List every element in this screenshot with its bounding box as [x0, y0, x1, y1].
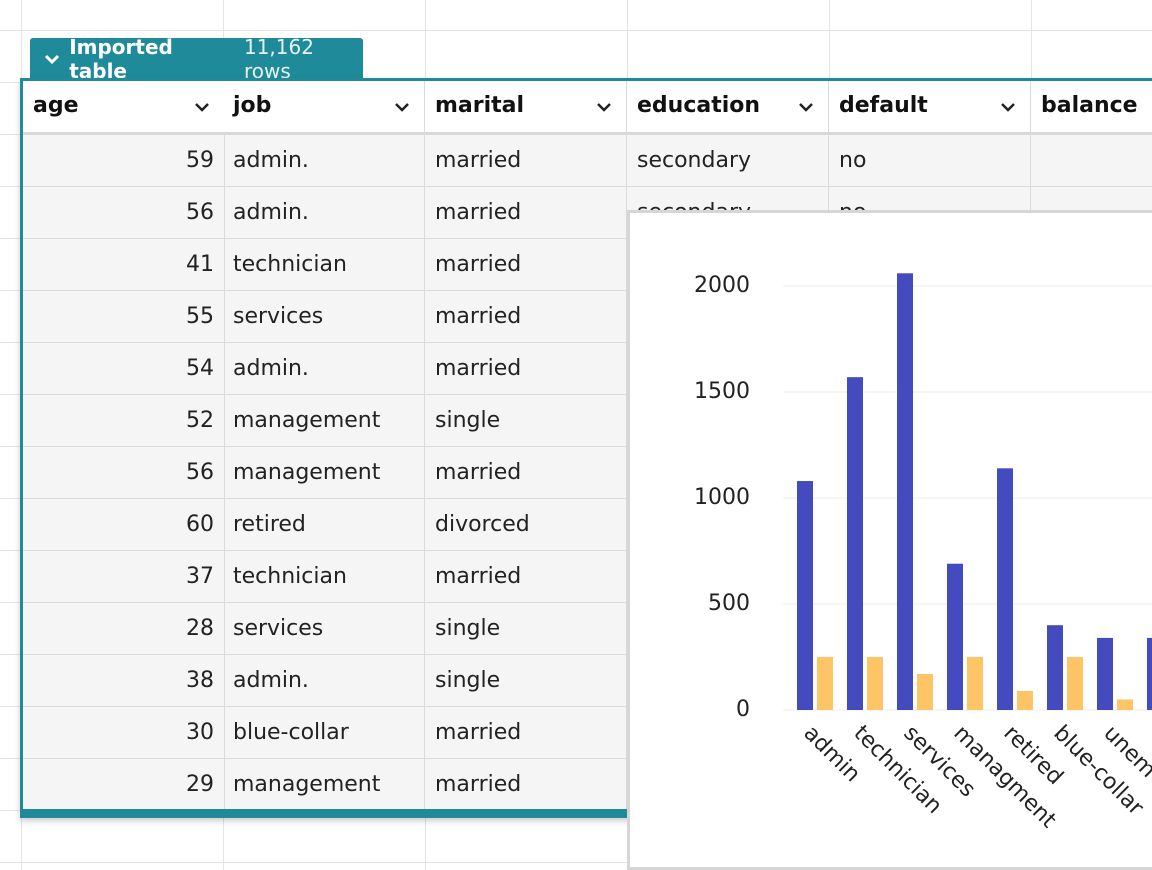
table-cell: married — [425, 707, 627, 759]
bar — [1117, 699, 1133, 710]
table-cell: married — [425, 759, 627, 809]
bar — [847, 377, 863, 710]
table-cell: 60 — [23, 499, 225, 551]
y-tick-label: 0 — [736, 697, 750, 722]
dropdown-icon[interactable] — [998, 97, 1018, 117]
bar — [797, 481, 813, 710]
y-tick-label: 2000 — [694, 273, 750, 298]
bar — [1097, 637, 1113, 710]
bar — [967, 657, 983, 710]
column-header[interactable]: age — [23, 81, 225, 135]
dropdown-icon[interactable] — [192, 97, 212, 117]
table-cell: 55 — [23, 291, 225, 343]
tab-title: Imported table — [69, 35, 173, 83]
dropdown-icon[interactable] — [594, 97, 614, 117]
table-cell: 56 — [23, 447, 225, 499]
table-cell: 52 — [23, 395, 225, 447]
table-cell: 54 — [23, 343, 225, 395]
table-cell: single — [425, 395, 627, 447]
table-cell: admin. — [223, 187, 425, 239]
table-cell: single — [425, 655, 627, 707]
bar — [1017, 690, 1033, 710]
table-cell: married — [425, 135, 627, 187]
column-header[interactable]: balance — [1031, 81, 1152, 135]
column-header[interactable]: marital — [425, 81, 627, 135]
table-cell: retired — [223, 499, 425, 551]
table-cell: 23 — [1031, 135, 1152, 187]
column-header[interactable]: default — [829, 81, 1031, 135]
table-cell: 41 — [23, 239, 225, 291]
bar — [997, 468, 1013, 710]
table-cell: divorced — [425, 499, 627, 551]
row-count: 11,162 rows — [243, 35, 314, 83]
y-tick-label: 1000 — [694, 485, 750, 510]
table-cell: married — [425, 291, 627, 343]
bar — [1047, 625, 1063, 710]
table-cell: no — [829, 135, 1031, 187]
table-cell: management — [223, 395, 425, 447]
dropdown-icon[interactable] — [796, 97, 816, 117]
bar — [917, 673, 933, 710]
table-cell: single — [425, 603, 627, 655]
table-cell: 29 — [23, 759, 225, 809]
table-cell: blue-collar — [223, 707, 425, 759]
collapse-icon[interactable] — [40, 47, 63, 71]
table-cell: technician — [223, 551, 425, 603]
table-cell: 30 — [23, 707, 225, 759]
table-cell: married — [425, 343, 627, 395]
bar — [947, 563, 963, 710]
table-cell: 28 — [23, 603, 225, 655]
bar — [867, 657, 883, 710]
table-cell: 38 — [23, 655, 225, 707]
table-tab[interactable]: Imported table 11,162 rows — [30, 35, 363, 83]
column-header[interactable]: education — [627, 81, 829, 135]
table-cell: admin. — [223, 135, 425, 187]
table-cell: married — [425, 239, 627, 291]
bar — [897, 273, 913, 710]
column-header[interactable]: job — [223, 81, 425, 135]
bar — [817, 657, 833, 710]
table-cell: services — [223, 603, 425, 655]
table-cell: admin. — [223, 655, 425, 707]
bar — [1067, 657, 1083, 710]
table-cell: technician — [223, 239, 425, 291]
table-cell: 59 — [23, 135, 225, 187]
table-cell: management — [223, 759, 425, 809]
table-cell: married — [425, 187, 627, 239]
dropdown-icon[interactable] — [392, 97, 412, 117]
chart: 0500100015002000admintechnicianservicesm… — [627, 210, 1152, 870]
bar — [1147, 637, 1152, 710]
table-cell: admin. — [223, 343, 425, 395]
table-cell: management — [223, 447, 425, 499]
table-cell: 37 — [23, 551, 225, 603]
table-cell: services — [223, 291, 425, 343]
table-cell: married — [425, 551, 627, 603]
y-tick-label: 1500 — [694, 379, 750, 404]
y-tick-label: 500 — [708, 591, 750, 616]
table-cell: 56 — [23, 187, 225, 239]
table-cell: secondary — [627, 135, 829, 187]
table-cell: married — [425, 447, 627, 499]
